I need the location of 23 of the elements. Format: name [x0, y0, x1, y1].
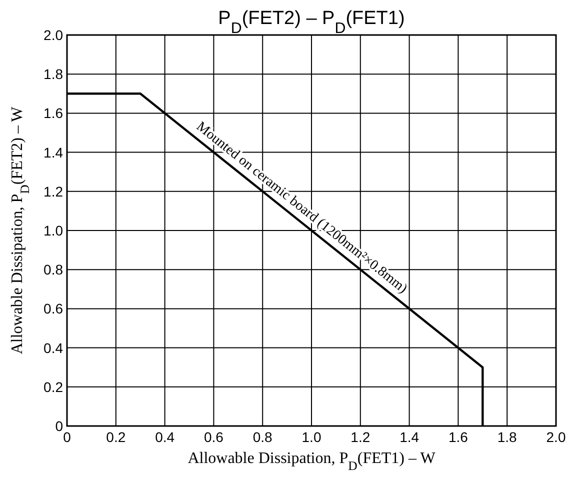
y-tick-label: 0	[55, 418, 64, 434]
y-tick-label: 1.6	[44, 105, 64, 122]
x-tick-label: 0.6	[204, 429, 224, 445]
x-tick-label: 1.8	[497, 429, 518, 445]
y-tick-label: 0.4	[44, 340, 64, 356]
x-tick-label: 2.0	[546, 429, 566, 445]
x-tick-label: 1.2	[350, 429, 370, 445]
x-tick-label: 0.2	[106, 429, 126, 445]
chart-title: P$_{D}$(FET2) – P$_{D}$(FET1)	[218, 8, 405, 36]
x-tick-label: 0.4	[155, 429, 175, 445]
y-tick-label: 0.2	[44, 378, 64, 395]
x-tick-label: 1.4	[400, 429, 420, 445]
y-tick-label: 0.6	[44, 300, 64, 317]
y-tick-label: 1.0	[44, 222, 64, 238]
y-tick-label: 1.8	[44, 66, 64, 82]
y-tick-label: 1.2	[44, 183, 64, 200]
x-tick-label: 1.6	[448, 429, 468, 445]
x-tick-label: 1.0	[302, 429, 322, 445]
x-tick-label: 0.8	[252, 429, 273, 445]
y-tick-label: 2.0	[44, 27, 64, 43]
y-tick-label: 1.4	[44, 144, 64, 160]
x-axis-title: Allowable Dissipation, P$_{D}$(FET1) – W	[188, 450, 436, 473]
y-tick-label: 0.8	[44, 262, 64, 278]
